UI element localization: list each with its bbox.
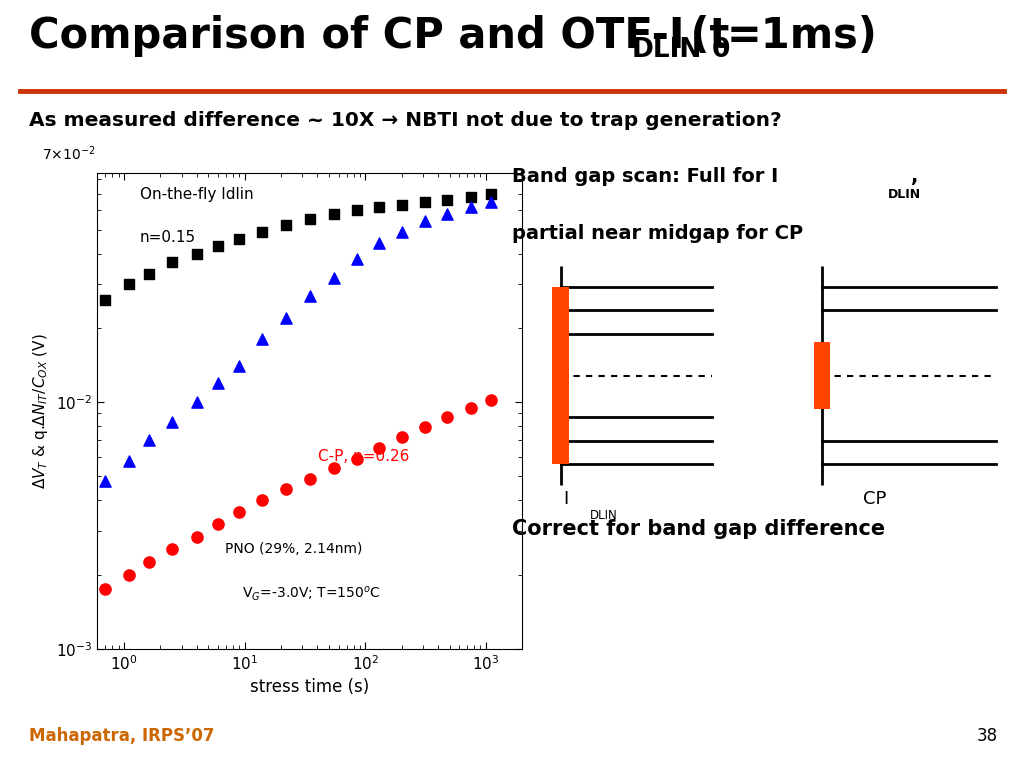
Point <box>482 187 499 200</box>
Point <box>417 422 433 434</box>
Point <box>482 394 499 406</box>
Point <box>371 237 387 250</box>
Point <box>326 271 342 283</box>
Point <box>417 215 433 227</box>
Point <box>188 247 205 260</box>
Text: n=0.15: n=0.15 <box>139 230 196 245</box>
Text: V$_G$=-3.0V; T=150$^o$C: V$_G$=-3.0V; T=150$^o$C <box>242 584 381 603</box>
Point <box>348 253 365 265</box>
Point <box>371 200 387 213</box>
Point <box>254 333 270 346</box>
Point <box>348 452 365 465</box>
Text: $7{\times}10^{-2}$: $7{\times}10^{-2}$ <box>42 144 95 164</box>
Point <box>140 268 157 280</box>
Point <box>164 256 180 268</box>
Point <box>210 376 226 389</box>
Bar <box>553 286 569 465</box>
Text: DLIN: DLIN <box>632 37 702 63</box>
Point <box>254 226 270 238</box>
Bar <box>813 342 829 409</box>
Point <box>326 462 342 475</box>
Point <box>463 402 479 414</box>
Text: PNO (29%, 2.14nm): PNO (29%, 2.14nm) <box>225 542 362 556</box>
Text: partial near midgap for CP: partial near midgap for CP <box>512 224 803 243</box>
Text: As measured difference ~ 10X → NBTI not due to trap generation?: As measured difference ~ 10X → NBTI not … <box>29 111 781 130</box>
Point <box>463 190 479 203</box>
Point <box>231 233 248 245</box>
Text: (t: (t <box>676 15 729 57</box>
Point <box>188 531 205 543</box>
Point <box>417 195 433 207</box>
Point <box>121 455 137 467</box>
Text: I: I <box>563 491 568 508</box>
Point <box>393 432 410 444</box>
Point <box>210 518 226 531</box>
Point <box>278 483 294 495</box>
Point <box>164 416 180 429</box>
Point <box>302 472 318 485</box>
Point <box>97 583 114 595</box>
Point <box>97 293 114 306</box>
Point <box>121 278 137 290</box>
Point <box>188 396 205 409</box>
Point <box>278 312 294 324</box>
Point <box>231 360 248 372</box>
Text: Mahapatra, IRPS’07: Mahapatra, IRPS’07 <box>29 727 214 745</box>
Point <box>463 200 479 213</box>
Text: DLIN: DLIN <box>888 187 922 200</box>
Point <box>439 207 456 220</box>
Point <box>302 290 318 302</box>
Text: DLIN: DLIN <box>590 508 618 521</box>
Point <box>371 442 387 455</box>
Point <box>97 475 114 487</box>
X-axis label: stress time (s): stress time (s) <box>250 678 370 696</box>
Text: Correct for band gap difference: Correct for band gap difference <box>512 519 885 539</box>
Text: ,: , <box>911 167 919 186</box>
Text: =1ms): =1ms) <box>727 15 878 57</box>
Point <box>164 542 180 554</box>
Point <box>348 204 365 217</box>
Point <box>278 220 294 232</box>
Point <box>302 214 318 226</box>
Text: 0: 0 <box>712 37 730 63</box>
Point <box>393 199 410 211</box>
Point <box>231 505 248 518</box>
Point <box>482 195 499 207</box>
Point <box>140 556 157 568</box>
Text: On-the-fly Idlin: On-the-fly Idlin <box>139 187 253 202</box>
Y-axis label: $\Delta V_T$ & q.$\Delta N_{IT}/C_{OX}$ (V): $\Delta V_T$ & q.$\Delta N_{IT}/C_{OX}$ … <box>32 333 50 488</box>
Text: C-P, n=0.26: C-P, n=0.26 <box>318 449 410 464</box>
Text: 38: 38 <box>976 727 997 745</box>
Point <box>439 411 456 423</box>
Point <box>326 207 342 220</box>
Point <box>439 194 456 206</box>
Text: Band gap scan: Full for I: Band gap scan: Full for I <box>512 167 778 186</box>
Point <box>121 568 137 581</box>
Text: Comparison of CP and OTF-I: Comparison of CP and OTF-I <box>29 15 684 57</box>
Text: CP: CP <box>862 491 886 508</box>
Point <box>140 434 157 446</box>
Point <box>254 495 270 507</box>
Point <box>210 240 226 252</box>
Point <box>393 226 410 238</box>
